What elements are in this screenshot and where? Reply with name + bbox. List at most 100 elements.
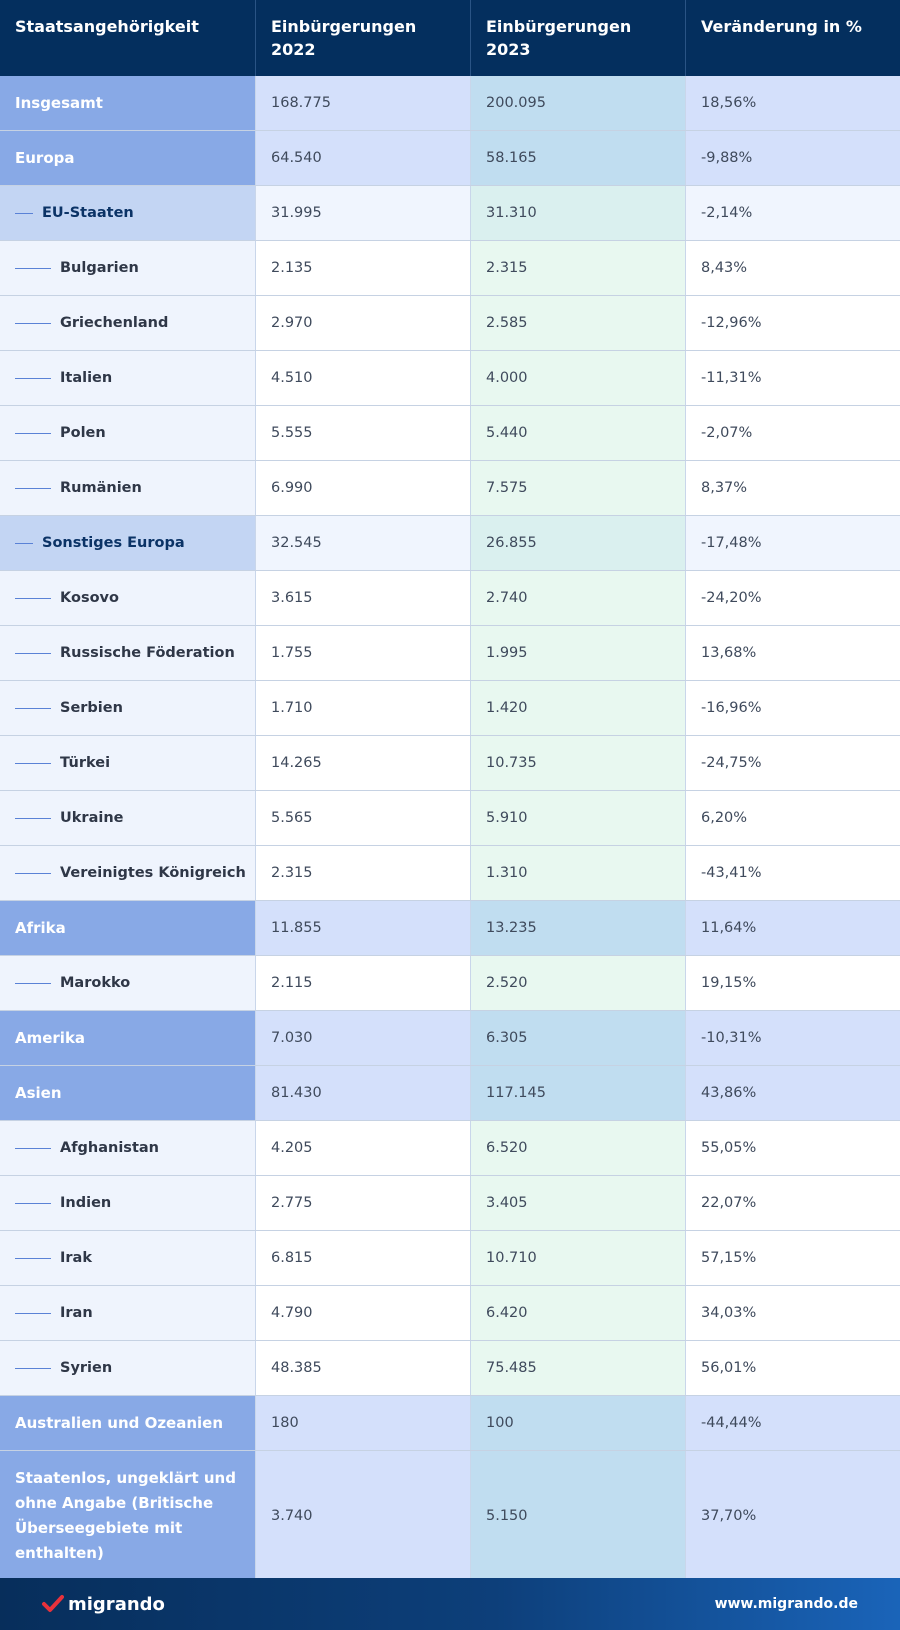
- table-row: Polen 5.555 5.440 -2,07%: [0, 406, 900, 461]
- change-cell: 19,15%: [685, 956, 900, 1010]
- value-2022-cell: 5.565: [255, 791, 470, 845]
- nationality-cell: Afghanistan: [0, 1121, 255, 1175]
- value-2023-cell: 13.235: [470, 901, 685, 955]
- nationality-label: Insgesamt: [15, 94, 103, 112]
- nationality-cell: Marokko: [0, 956, 255, 1010]
- nationality-cell: Ukraine: [0, 791, 255, 845]
- change-cell: -12,96%: [685, 296, 900, 350]
- table-row: Sonstiges Europa 32.545 26.855 -17,48%: [0, 516, 900, 571]
- change-cell: 22,07%: [685, 1176, 900, 1230]
- logo[interactable]: migrando: [42, 1594, 165, 1615]
- header-2023-line2: 2023: [486, 40, 531, 59]
- change-cell: 55,05%: [685, 1121, 900, 1175]
- indent-line-icon: [15, 762, 51, 764]
- header-nationality: Staatsangehörigkeit: [0, 0, 255, 76]
- table-row: Bulgarien 2.135 2.315 8,43%: [0, 241, 900, 296]
- value-2023-cell: 1.995: [470, 626, 685, 680]
- table-row: Staatenlos, ungeklärt und ohne Angabe (B…: [0, 1451, 900, 1582]
- nationality-cell: Australien und Ozeanien: [0, 1396, 255, 1450]
- value-2023-cell: 1.310: [470, 846, 685, 900]
- table-row: Amerika 7.030 6.305 -10,31%: [0, 1011, 900, 1066]
- value-2022-cell: 11.855: [255, 901, 470, 955]
- footer: migrando www.migrando.de: [0, 1578, 900, 1630]
- value-2022-cell: 3.740: [255, 1451, 470, 1581]
- change-cell: -24,75%: [685, 736, 900, 790]
- website-link[interactable]: www.migrando.de: [714, 1596, 858, 1612]
- nationality-cell: Italien: [0, 351, 255, 405]
- change-cell: -24,20%: [685, 571, 900, 625]
- change-cell: 8,43%: [685, 241, 900, 295]
- value-2023-cell: 200.095: [470, 76, 685, 130]
- value-2022-cell: 2.775: [255, 1176, 470, 1230]
- indent-line-icon: [15, 377, 51, 379]
- nationality-label: Kosovo: [60, 590, 119, 606]
- value-2022-cell: 81.430: [255, 1066, 470, 1120]
- table-row: Ukraine 5.565 5.910 6,20%: [0, 791, 900, 846]
- nationality-cell: Griechenland: [0, 296, 255, 350]
- change-cell: -10,31%: [685, 1011, 900, 1065]
- value-2022-cell: 7.030: [255, 1011, 470, 1065]
- change-cell: -17,48%: [685, 516, 900, 570]
- change-cell: -9,88%: [685, 131, 900, 185]
- indent-line-icon: [15, 267, 51, 269]
- nationality-label: Serbien: [60, 700, 123, 716]
- value-2022-cell: 1.710: [255, 681, 470, 735]
- indent-line-icon: [15, 212, 33, 214]
- table-row: Russische Föderation 1.755 1.995 13,68%: [0, 626, 900, 681]
- value-2023-cell: 6.420: [470, 1286, 685, 1340]
- nationality-label: Rumänien: [60, 480, 142, 496]
- nationality-label: Amerika: [15, 1029, 86, 1047]
- value-2022-cell: 1.755: [255, 626, 470, 680]
- value-2023-cell: 58.165: [470, 131, 685, 185]
- nationality-label: Vereinigtes Königreich: [60, 865, 246, 881]
- nationality-cell: Afrika: [0, 901, 255, 955]
- change-cell: 6,20%: [685, 791, 900, 845]
- nationality-label: Ukraine: [60, 810, 124, 826]
- change-cell: 56,01%: [685, 1341, 900, 1395]
- table-row: Asien 81.430 117.145 43,86%: [0, 1066, 900, 1121]
- nationality-label: Afrika: [15, 919, 66, 937]
- change-cell: 43,86%: [685, 1066, 900, 1120]
- change-cell: 11,64%: [685, 901, 900, 955]
- nationality-cell: Türkei: [0, 736, 255, 790]
- nationality-cell: Vereinigtes Königreich: [0, 846, 255, 900]
- table-row: Serbien 1.710 1.420 -16,96%: [0, 681, 900, 736]
- table-row: Marokko 2.115 2.520 19,15%: [0, 956, 900, 1011]
- table-row: Rumänien 6.990 7.575 8,37%: [0, 461, 900, 516]
- nationality-cell: Europa: [0, 131, 255, 185]
- header-2023-line1: Einbürgerungen: [486, 17, 632, 36]
- value-2022-cell: 2.135: [255, 241, 470, 295]
- indent-line-icon: [15, 1257, 51, 1259]
- nationality-cell: Russische Föderation: [0, 626, 255, 680]
- indent-line-icon: [15, 1312, 51, 1314]
- header-change-label: Veränderung in %: [701, 17, 862, 36]
- value-2022-cell: 48.385: [255, 1341, 470, 1395]
- value-2023-cell: 6.305: [470, 1011, 685, 1065]
- indent-line-icon: [15, 597, 51, 599]
- nationality-label: Afghanistan: [60, 1140, 159, 1156]
- logo-text: migrando: [68, 1593, 165, 1615]
- change-cell: 8,37%: [685, 461, 900, 515]
- change-cell: -16,96%: [685, 681, 900, 735]
- value-2023-cell: 3.405: [470, 1176, 685, 1230]
- nationality-cell: Insgesamt: [0, 76, 255, 130]
- table-row: Kosovo 3.615 2.740 -24,20%: [0, 571, 900, 626]
- table-row: Vereinigtes Königreich 2.315 1.310 -43,41%: [0, 846, 900, 901]
- value-2022-cell: 14.265: [255, 736, 470, 790]
- value-2022-cell: 6.815: [255, 1231, 470, 1285]
- value-2022-cell: 2.115: [255, 956, 470, 1010]
- change-cell: 37,70%: [685, 1451, 900, 1581]
- indent-line-icon: [15, 1202, 51, 1204]
- value-2023-cell: 31.310: [470, 186, 685, 240]
- change-cell: -2,14%: [685, 186, 900, 240]
- nationality-cell: EU-Staaten: [0, 186, 255, 240]
- nationality-cell: Staatenlos, ungeklärt und ohne Angabe (B…: [0, 1451, 255, 1581]
- nationality-cell: Syrien: [0, 1341, 255, 1395]
- nationality-label: Russische Föderation: [60, 645, 235, 661]
- value-2022-cell: 180: [255, 1396, 470, 1450]
- value-2023-cell: 75.485: [470, 1341, 685, 1395]
- nationality-cell: Bulgarien: [0, 241, 255, 295]
- nationality-label: Iran: [60, 1305, 93, 1321]
- change-cell: -11,31%: [685, 351, 900, 405]
- table-header: Staatsangehörigkeit Einbürgerungen 2022 E…: [0, 0, 900, 76]
